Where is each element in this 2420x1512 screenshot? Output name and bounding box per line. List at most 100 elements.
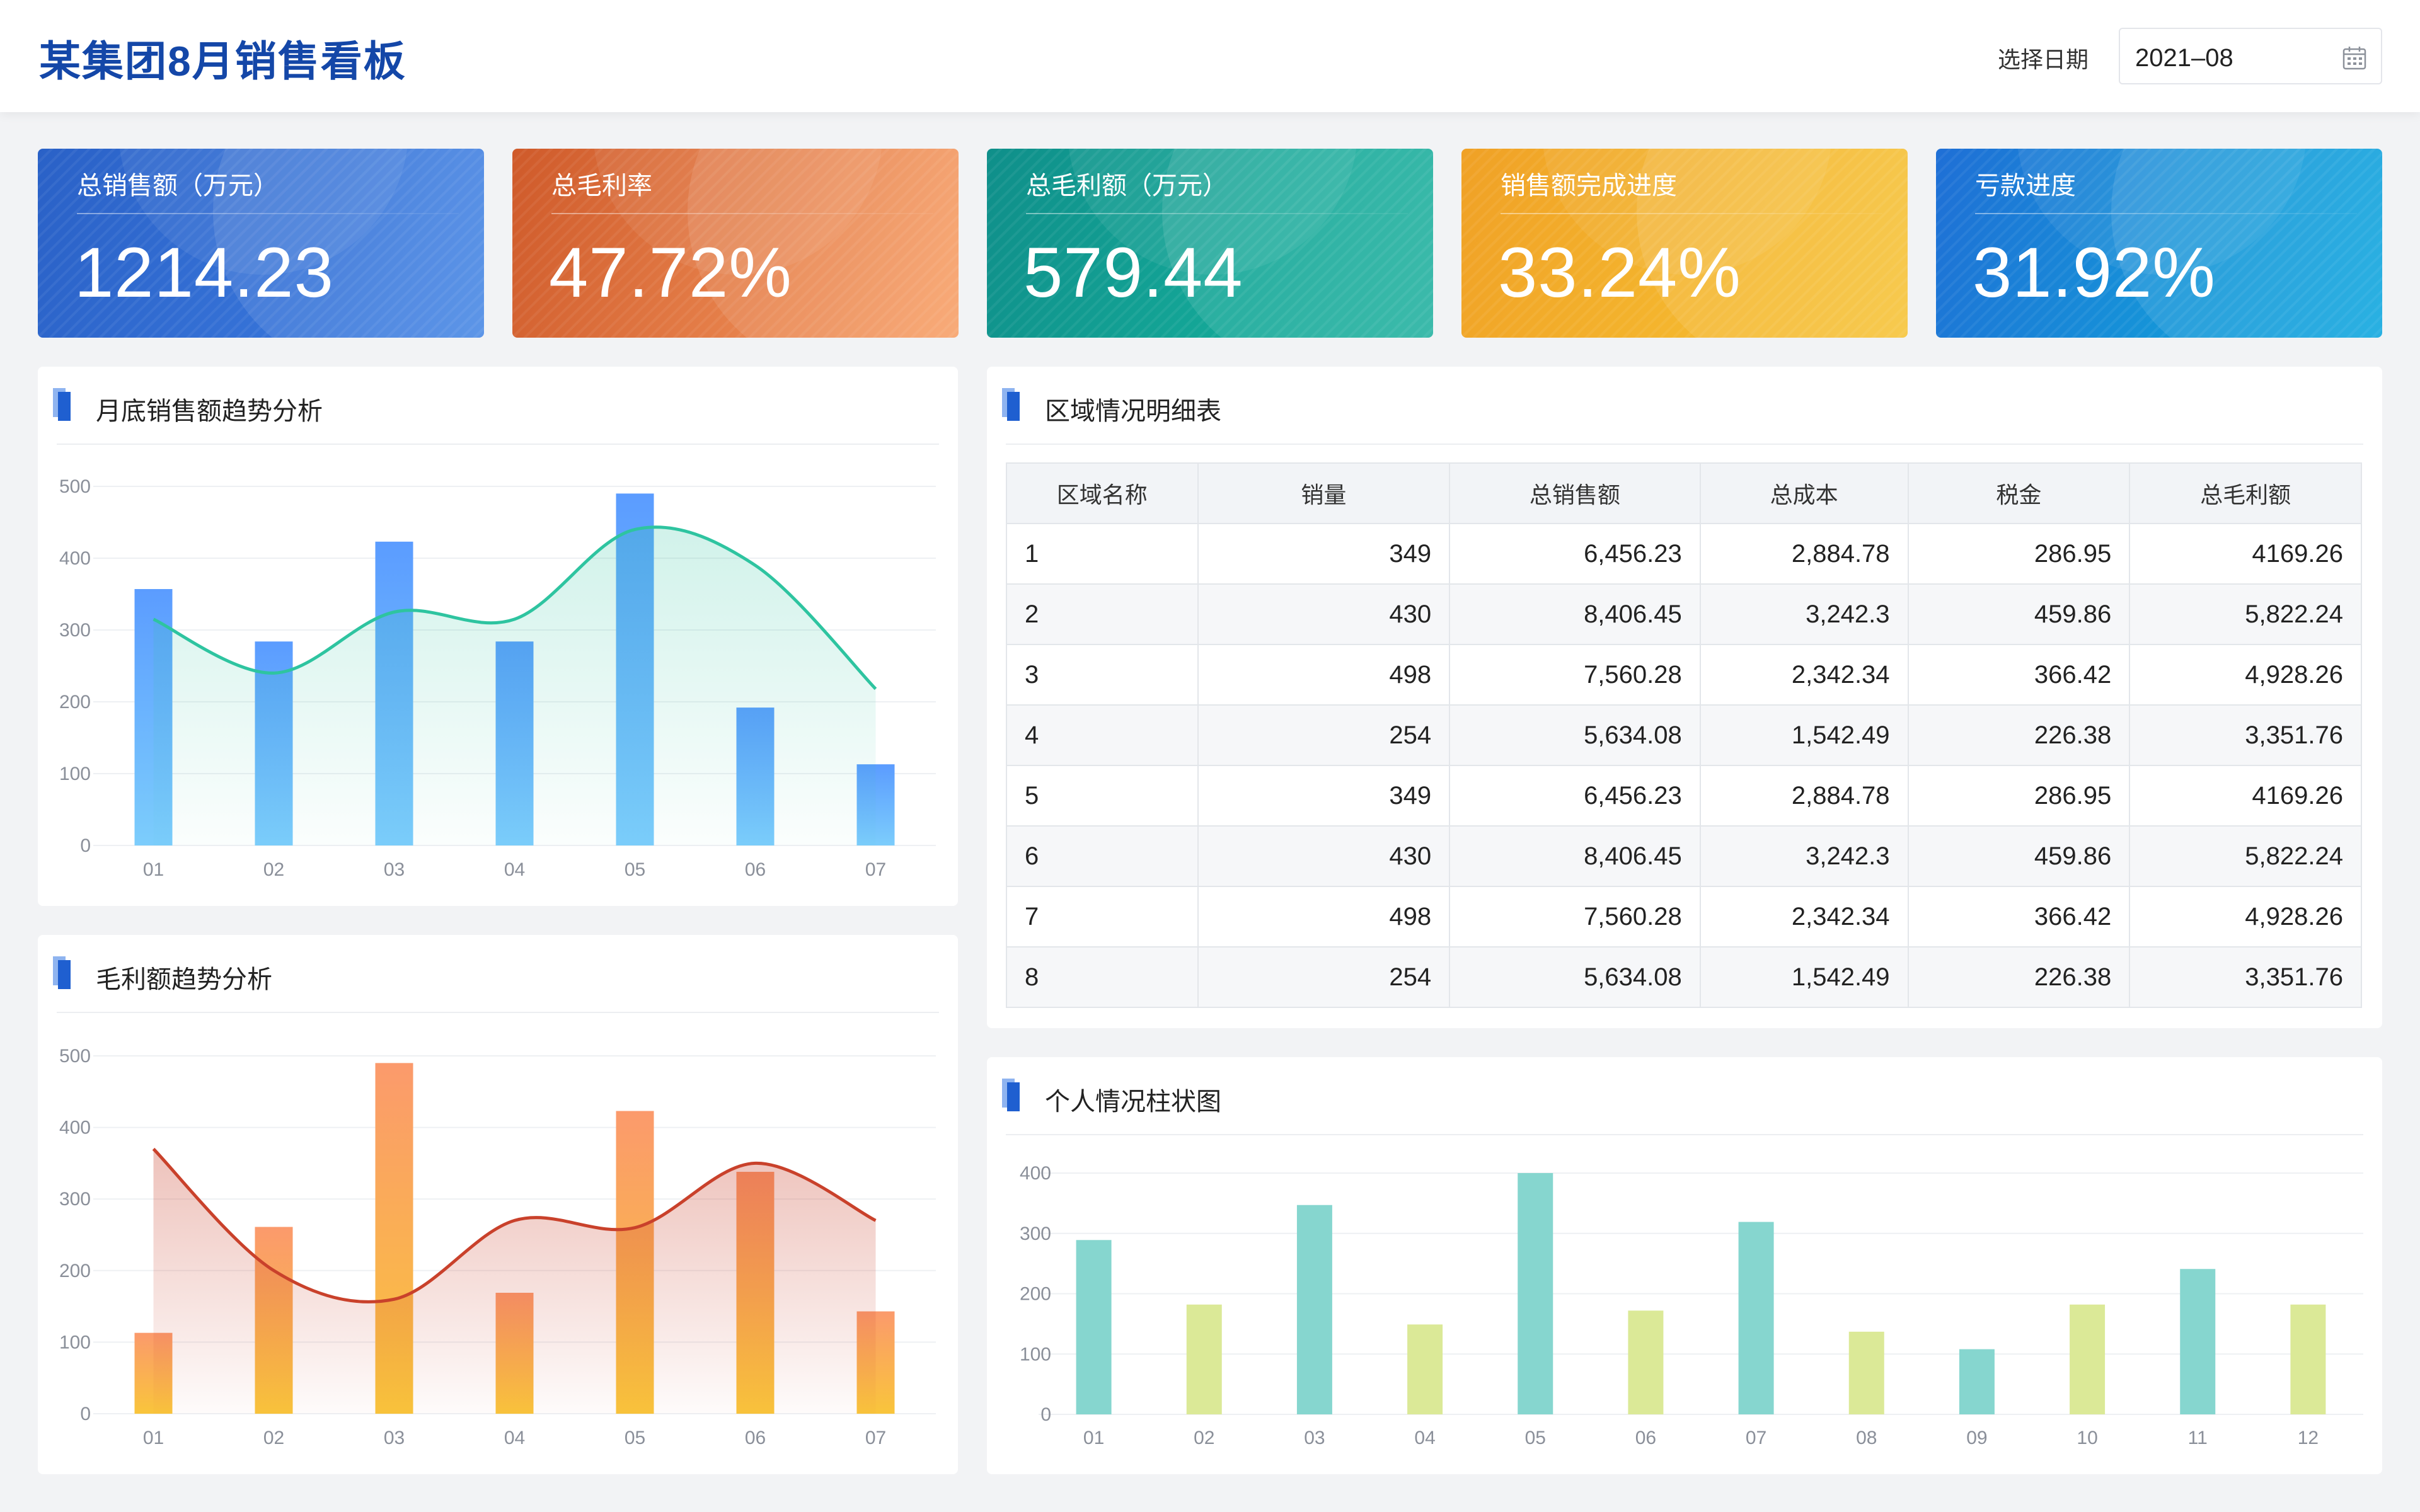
- series-line: [153, 525, 877, 690]
- table-cell: 3,242.3: [1699, 825, 1909, 887]
- gross-profit-trend-chart: 0 100 200 300 400 500 01 02 03 04 05 06 07: [59, 1046, 936, 1448]
- table-cell: 4: [1006, 704, 1199, 766]
- x-tick-label: 01: [1083, 1428, 1104, 1448]
- card-decoration: [688, 149, 959, 338]
- card-decoration: [512, 149, 959, 338]
- column-header[interactable]: 总毛利额: [2129, 462, 2362, 524]
- y-tick-label: 0: [1040, 1404, 1051, 1425]
- table-row: 4 254 5,634.08 1,542.49 226.38 3,351.76: [1006, 704, 2362, 766]
- bar: [2180, 1269, 2216, 1414]
- column-header[interactable]: 区域名称: [1006, 462, 1199, 524]
- kpi-card-total-sales: 总销售额（万元） 1214.23: [38, 149, 484, 338]
- card-decoration: [1936, 149, 2382, 338]
- y-tick-label: 300: [59, 1189, 91, 1210]
- kpi-divider: [1501, 213, 1882, 214]
- table-cell: 286.95: [1907, 523, 2131, 585]
- kpi-label: 销售额完成进度: [1501, 172, 1677, 200]
- column-header[interactable]: 税金: [1907, 462, 2131, 524]
- y-tick-label: 500: [59, 1046, 91, 1067]
- table-cell: 286.95: [1907, 765, 2131, 827]
- series-line: [152, 1147, 877, 1303]
- kpi-value: 31.92%: [1973, 233, 2216, 312]
- x-tick-label: 12: [2298, 1428, 2319, 1448]
- table-cell: 5: [1006, 765, 1199, 827]
- y-tick-label: 100: [59, 1332, 91, 1353]
- x-tick-label: 05: [625, 1428, 645, 1448]
- x-tick-label: 04: [504, 859, 525, 880]
- column-header[interactable]: 销量: [1197, 462, 1451, 524]
- kpi-card-gross-margin-rate: 总毛利率 47.72%: [512, 149, 959, 338]
- table-cell: 3,351.76: [2129, 704, 2362, 766]
- bar: [2290, 1304, 2326, 1414]
- y-tick-label: 0: [80, 1404, 91, 1424]
- table-row: 6 430 8,406.45 3,242.3 459.86 5,822.24: [1006, 825, 2362, 887]
- table-cell: 498: [1197, 886, 1451, 948]
- table-cell: 4,928.26: [2129, 886, 2362, 948]
- bar: [1186, 1304, 1222, 1414]
- kpi-divider: [551, 213, 933, 214]
- card-decoration: [2111, 149, 2382, 338]
- kpi-divider: [1975, 213, 2357, 214]
- kpi-value: 33.24%: [1498, 233, 1741, 312]
- column-header[interactable]: 总成本: [1699, 462, 1909, 524]
- table-cell: 349: [1197, 765, 1451, 827]
- y-tick-label: 300: [59, 620, 91, 641]
- panel-title: 个人情况柱状图: [1045, 1088, 1221, 1116]
- x-tick-label: 07: [1746, 1428, 1766, 1448]
- kpi-value: 47.72%: [549, 233, 792, 312]
- table-cell: 5,634.08: [1449, 946, 1701, 1008]
- personal-bar-chart: 0 100 200 300 400 01 02 03 04 05 06 07 08 09 10 11 12: [1020, 1163, 2363, 1448]
- panel-title: 毛利额趋势分析: [96, 966, 272, 994]
- bar: [1959, 1349, 1995, 1414]
- card-decoration: [38, 149, 484, 338]
- bar: [1738, 1222, 1774, 1414]
- table-cell: 4169.26: [2129, 765, 2362, 827]
- book-icon: [53, 388, 71, 421]
- x-tick-label: 02: [263, 859, 284, 880]
- date-picker[interactable]: 2021–08: [2119, 28, 2382, 84]
- panel-title: 区域情况明细表: [1045, 398, 1221, 425]
- kpi-card-loss-progress: 亏款进度 31.92%: [1936, 149, 2382, 338]
- table-cell: 459.86: [1907, 825, 2131, 887]
- x-tick-label: 09: [1966, 1428, 1987, 1448]
- x-tick-label: 02: [1194, 1428, 1214, 1448]
- bar: [1296, 1205, 1332, 1414]
- card-decoration: [213, 149, 484, 338]
- table-cell: 366.42: [1907, 644, 2131, 706]
- bar: [1518, 1173, 1553, 1414]
- book-icon: [53, 956, 71, 989]
- x-tick-label: 05: [625, 859, 645, 880]
- table-cell: 498: [1197, 644, 1451, 706]
- x-tick-label: 03: [384, 1428, 405, 1448]
- card-decoration: [1162, 149, 1433, 338]
- date-value[interactable]: 2021–08: [2135, 44, 2233, 72]
- bar: [1628, 1310, 1664, 1414]
- sales-trend-panel: 月底销售额趋势分析 0 100 200 300 400 500 01 02 03 04 05 06 07: [38, 367, 958, 906]
- x-tick-label: 04: [1414, 1428, 1435, 1448]
- y-tick-label: 400: [59, 1118, 91, 1138]
- bar: [1848, 1331, 1884, 1414]
- x-tick-label: 03: [1304, 1428, 1325, 1448]
- card-decoration: [1637, 149, 1908, 338]
- column-header[interactable]: 总销售额: [1449, 462, 1701, 524]
- table-cell: 4,928.26: [2129, 644, 2362, 706]
- gross-profit-trend-panel: 毛利额趋势分析 0 100 200 300 400 500 01 02 03 04 05 06 07: [38, 935, 958, 1474]
- calendar-icon[interactable]: [2342, 45, 2367, 71]
- table-row: 7 498 7,560.28 2,342.34 366.42 4,928.26: [1006, 886, 2362, 948]
- personal-bar-panel: 个人情况柱状图 0 100 200 300 400 01 02 03 04 05 06 07 08 09 1…: [987, 1057, 2382, 1474]
- date-label: 选择日期: [1998, 47, 2089, 72]
- y-tick-label: 200: [1020, 1284, 1051, 1305]
- panel-divider: [1006, 444, 2363, 445]
- x-tick-label: 04: [504, 1428, 525, 1448]
- panel-title: 月底销售额趋势分析: [96, 398, 323, 425]
- table-cell: 254: [1197, 946, 1451, 1008]
- panel-divider: [57, 1012, 939, 1013]
- table-cell: 7,560.28: [1449, 886, 1701, 948]
- table-cell: 226.38: [1907, 704, 2131, 766]
- table-cell: 366.42: [1907, 886, 2131, 948]
- region-table: 区域名称 销量 总销售额 总成本 税金 总毛利额 1 349 6,456.23 2,8…: [1006, 462, 2362, 1008]
- x-tick-label: 10: [2077, 1428, 2097, 1448]
- table-cell: 459.86: [1907, 583, 2131, 645]
- kpi-card-sales-progress: 销售额完成进度 33.24%: [1461, 149, 1908, 338]
- table-cell: 349: [1197, 523, 1451, 585]
